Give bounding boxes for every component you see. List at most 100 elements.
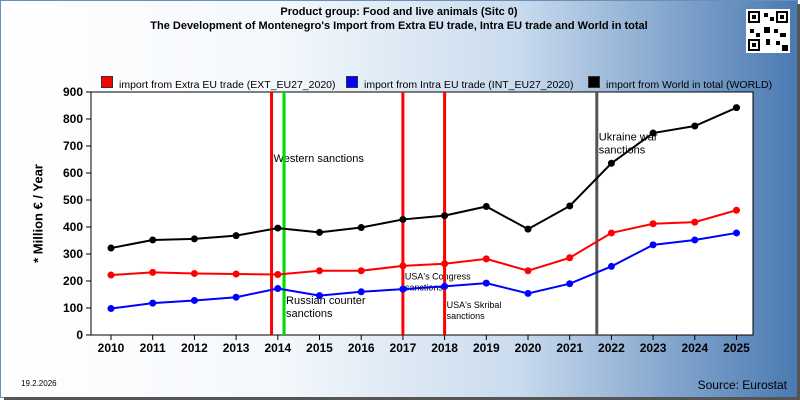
x-tick-label: 2013 bbox=[223, 341, 250, 355]
y-tick-label: 100 bbox=[63, 301, 83, 315]
data-point bbox=[482, 255, 490, 263]
data-point bbox=[566, 202, 574, 210]
annotation-label: sanctions bbox=[286, 308, 333, 320]
x-tick-label: 2010 bbox=[98, 341, 125, 355]
x-tick-label: 2017 bbox=[390, 341, 417, 355]
annotation-label: Ukraine war bbox=[599, 132, 658, 144]
y-tick-label: 300 bbox=[63, 247, 83, 261]
data-point bbox=[357, 224, 365, 232]
x-tick-label: 2019 bbox=[473, 341, 500, 355]
data-point bbox=[524, 225, 532, 233]
data-point bbox=[232, 270, 240, 278]
data-point bbox=[733, 229, 740, 237]
legend-swatch bbox=[101, 76, 113, 88]
data-point bbox=[733, 206, 740, 214]
data-point bbox=[691, 122, 699, 130]
legend-swatch bbox=[588, 76, 600, 88]
chart-subtitle: The Development of Montenegro's Import f… bbox=[150, 20, 648, 32]
y-tick-label: 700 bbox=[63, 139, 83, 153]
chart-title: Product group: Food and live animals (Si… bbox=[280, 6, 518, 18]
y-tick-label: 500 bbox=[63, 193, 83, 207]
data-point bbox=[524, 267, 532, 275]
data-point bbox=[649, 241, 657, 249]
series-line bbox=[110, 231, 737, 310]
x-tick-label: 2011 bbox=[140, 341, 166, 355]
qr-code-icon bbox=[746, 9, 790, 53]
y-tick-label: 900 bbox=[63, 85, 83, 99]
annotation-label: sanctions bbox=[447, 311, 486, 321]
data-point bbox=[107, 271, 115, 279]
annotation-label: Russian counter bbox=[286, 295, 366, 307]
x-tick-label: 2020 bbox=[515, 341, 542, 355]
x-tick-label: 2025 bbox=[723, 341, 750, 355]
legend-swatch bbox=[346, 76, 358, 88]
x-tick-label: 2015 bbox=[306, 341, 333, 355]
y-tick-label: 800 bbox=[63, 112, 83, 126]
data-point bbox=[316, 267, 323, 275]
x-tick-label: 2016 bbox=[348, 341, 375, 355]
data-point bbox=[274, 271, 282, 279]
data-point bbox=[691, 236, 699, 244]
data-point bbox=[524, 289, 532, 297]
data-point bbox=[357, 288, 365, 296]
data-point bbox=[482, 279, 490, 287]
series-line bbox=[110, 106, 737, 250]
data-point bbox=[232, 232, 240, 240]
data-point bbox=[441, 212, 449, 220]
x-tick-label: 2012 bbox=[181, 341, 208, 355]
y-tick-label: 200 bbox=[63, 274, 83, 288]
data-point bbox=[149, 299, 157, 307]
data-point bbox=[190, 269, 198, 277]
data-point bbox=[399, 285, 407, 293]
data-point bbox=[149, 268, 157, 276]
annotation-label: USA's Skribal bbox=[447, 300, 502, 310]
data-point bbox=[649, 129, 657, 137]
data-point bbox=[691, 218, 699, 226]
data-point bbox=[399, 262, 407, 270]
data-point bbox=[274, 224, 282, 232]
legend-label: import from World in total (WORLD) bbox=[606, 79, 773, 91]
data-point bbox=[399, 215, 407, 223]
data-point bbox=[733, 104, 740, 112]
data-point bbox=[649, 220, 657, 228]
frame-shadow-right bbox=[797, 4, 800, 400]
legend-label: import from Extra EU trade (EXT_EU27_202… bbox=[119, 79, 336, 91]
data-point bbox=[107, 305, 115, 313]
data-point bbox=[607, 229, 615, 237]
data-point bbox=[566, 254, 574, 262]
x-tick-label: 2014 bbox=[264, 341, 291, 355]
data-point bbox=[316, 292, 323, 300]
data-point bbox=[107, 244, 115, 252]
y-tick-label: 600 bbox=[63, 166, 83, 180]
data-point bbox=[441, 260, 449, 268]
frame-shadow-bottom bbox=[4, 397, 800, 400]
y-tick-label: 400 bbox=[63, 220, 83, 234]
data-point bbox=[316, 228, 323, 236]
data-point bbox=[441, 282, 449, 290]
data-point bbox=[607, 262, 615, 270]
data-point bbox=[149, 236, 157, 244]
data-point bbox=[232, 293, 240, 301]
source-label: Source: Eurostat bbox=[697, 378, 787, 392]
x-tick-label: 2023 bbox=[640, 341, 667, 355]
date-label: 19.2.2026 bbox=[21, 379, 57, 388]
data-point bbox=[566, 280, 574, 288]
x-tick-label: 2018 bbox=[431, 341, 458, 355]
x-tick-label: 2022 bbox=[598, 341, 625, 355]
annotation-label: Western sanctions bbox=[274, 153, 365, 165]
y-tick-label: 0 bbox=[76, 328, 83, 342]
x-tick-label: 2024 bbox=[681, 341, 708, 355]
data-point bbox=[190, 296, 198, 304]
data-point bbox=[274, 285, 282, 293]
series-line bbox=[110, 209, 737, 277]
data-point bbox=[190, 235, 198, 243]
data-point bbox=[607, 159, 615, 167]
data-point bbox=[482, 202, 490, 210]
x-tick-label: 2021 bbox=[556, 341, 583, 355]
annotation-label: USA's Congress bbox=[405, 272, 471, 282]
legend-label: import from Intra EU trade (INT_EU27_202… bbox=[364, 79, 574, 91]
plot-area bbox=[90, 91, 754, 336]
data-point bbox=[357, 267, 365, 275]
